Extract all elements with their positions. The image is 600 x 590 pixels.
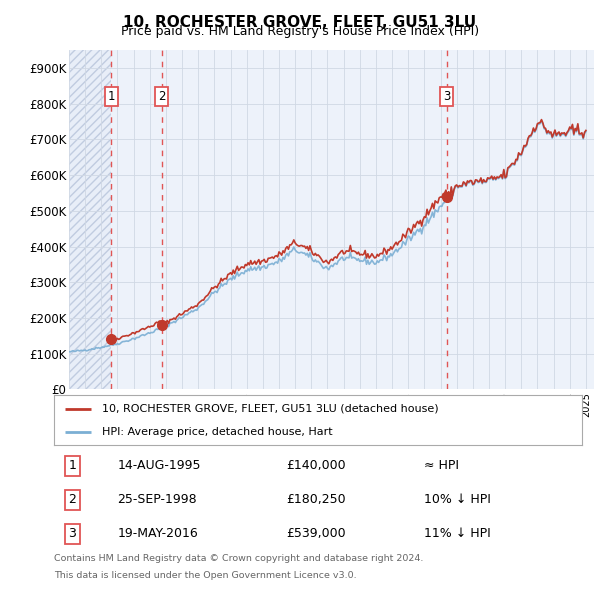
Text: Contains HM Land Registry data © Crown copyright and database right 2024.: Contains HM Land Registry data © Crown c… [54, 554, 424, 563]
Text: ≈ HPI: ≈ HPI [424, 459, 458, 472]
Text: £180,250: £180,250 [286, 493, 346, 506]
Text: £140,000: £140,000 [286, 459, 346, 472]
Text: 10, ROCHESTER GROVE, FLEET, GU51 3LU: 10, ROCHESTER GROVE, FLEET, GU51 3LU [124, 15, 476, 30]
Text: HPI: Average price, detached house, Hart: HPI: Average price, detached house, Hart [101, 427, 332, 437]
Text: 10% ↓ HPI: 10% ↓ HPI [424, 493, 490, 506]
Text: 3: 3 [68, 527, 76, 540]
Text: 1: 1 [107, 90, 115, 103]
Text: Price paid vs. HM Land Registry's House Price Index (HPI): Price paid vs. HM Land Registry's House … [121, 25, 479, 38]
Text: This data is licensed under the Open Government Licence v3.0.: This data is licensed under the Open Gov… [54, 571, 356, 579]
Text: 1: 1 [68, 459, 76, 472]
Bar [111, 50, 161, 389]
Text: 2: 2 [158, 90, 166, 103]
Bar [69, 50, 111, 389]
Text: 2: 2 [68, 493, 76, 506]
Bar [447, 50, 594, 389]
Text: 10, ROCHESTER GROVE, FLEET, GU51 3LU (detached house): 10, ROCHESTER GROVE, FLEET, GU51 3LU (de… [101, 404, 438, 414]
Text: £539,000: £539,000 [286, 527, 346, 540]
Text: 11% ↓ HPI: 11% ↓ HPI [424, 527, 490, 540]
Text: 14-AUG-1995: 14-AUG-1995 [118, 459, 201, 472]
Text: 25-SEP-1998: 25-SEP-1998 [118, 493, 197, 506]
Text: 3: 3 [443, 90, 451, 103]
Bar [161, 50, 447, 389]
Text: 19-MAY-2016: 19-MAY-2016 [118, 527, 198, 540]
